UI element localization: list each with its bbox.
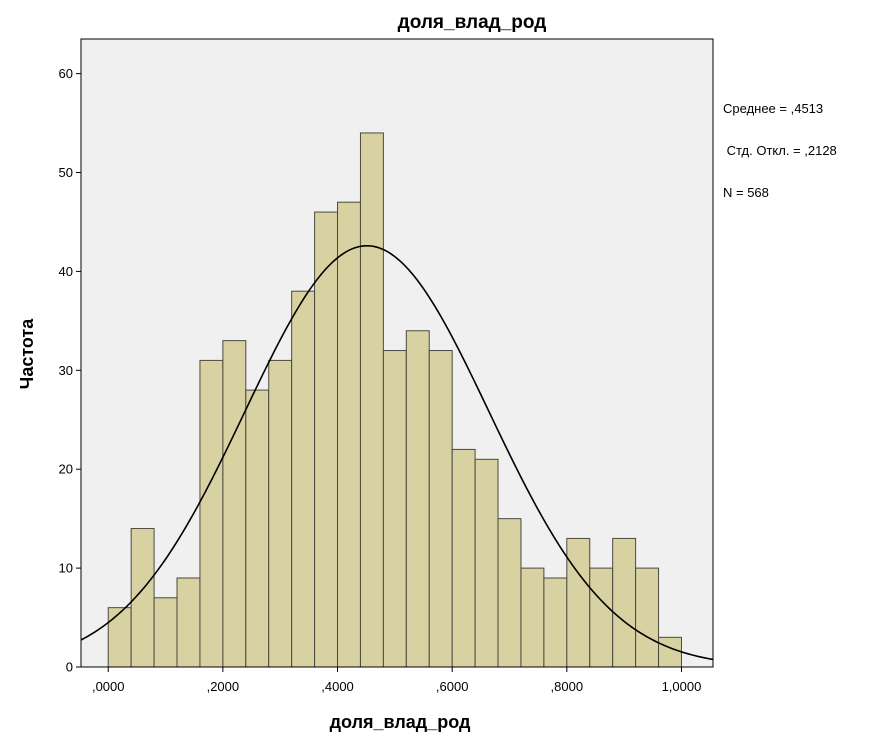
normal-curve bbox=[80, 244, 714, 661]
plot-frame bbox=[80, 38, 714, 668]
y-tick-label: 20 bbox=[59, 462, 73, 477]
y-tick-label: 40 bbox=[59, 264, 73, 279]
histogram-bar bbox=[153, 597, 178, 668]
histogram-bar bbox=[245, 389, 270, 668]
histogram-bar bbox=[658, 636, 682, 668]
histogram-bar bbox=[405, 330, 430, 668]
histogram-bar bbox=[520, 567, 545, 668]
x-tick-label: ,0000 bbox=[92, 679, 125, 694]
y-axis: 0 10 20 30 40 50 60 bbox=[59, 66, 81, 675]
histogram-bar bbox=[451, 448, 476, 668]
histogram-bar bbox=[497, 518, 522, 668]
y-tick-label: 0 bbox=[66, 660, 73, 675]
histogram-bar bbox=[176, 577, 201, 668]
histogram-bar bbox=[566, 537, 591, 668]
stats-std: Стд. Откл. = ,2128 bbox=[723, 143, 837, 158]
histogram-bar bbox=[382, 350, 407, 668]
y-tick-label: 60 bbox=[59, 66, 73, 81]
histogram-bar bbox=[337, 201, 361, 668]
y-tick-label: 10 bbox=[59, 561, 73, 576]
x-axis: ,0000 ,2000 ,4000 ,6000 ,8000 1,0000 bbox=[92, 667, 701, 694]
x-tick-label: ,4000 bbox=[321, 679, 354, 694]
histogram-bar bbox=[589, 567, 614, 668]
bars-group bbox=[107, 132, 682, 668]
stats-mean: Среднее = ,4513 bbox=[723, 101, 824, 116]
x-tick-label: ,8000 bbox=[551, 679, 584, 694]
x-tick-label: ,2000 bbox=[207, 679, 240, 694]
histogram-bar bbox=[612, 537, 637, 668]
y-tick-label: 50 bbox=[59, 165, 73, 180]
y-tick-label: 30 bbox=[59, 363, 73, 378]
histogram-bar bbox=[428, 350, 453, 668]
histogram-bar bbox=[474, 458, 499, 668]
x-tick-label: ,6000 bbox=[436, 679, 469, 694]
histogram-bar bbox=[543, 577, 568, 668]
histogram-bar bbox=[359, 132, 384, 668]
histogram-bar bbox=[268, 359, 293, 668]
histogram-bar bbox=[199, 359, 224, 668]
statistics-legend: Среднее = ,4513 Стд. Откл. = ,2128 N = 5… bbox=[723, 74, 837, 214]
histogram-bar bbox=[222, 340, 247, 668]
x-tick-label: 1,0000 bbox=[662, 679, 702, 694]
histogram-bar bbox=[314, 211, 339, 668]
x-axis-title: доля_влад_род bbox=[330, 712, 471, 732]
histogram-bar bbox=[291, 290, 316, 668]
stats-n: N = 568 bbox=[723, 185, 769, 200]
chart-title: доля_влад_род bbox=[398, 12, 547, 33]
y-axis-title: Частота bbox=[17, 318, 37, 390]
histogram-bar bbox=[107, 607, 132, 668]
histogram-bar bbox=[635, 567, 660, 668]
